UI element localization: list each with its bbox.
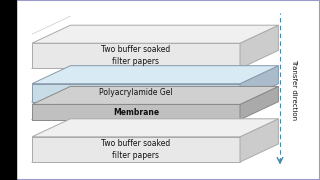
Polygon shape xyxy=(32,119,278,137)
Text: Membrane: Membrane xyxy=(113,108,159,117)
Bar xyxy=(0,0,16,180)
Polygon shape xyxy=(32,66,278,84)
Text: Two buffer soaked
filter papers: Two buffer soaked filter papers xyxy=(101,45,171,66)
Polygon shape xyxy=(32,137,240,162)
Polygon shape xyxy=(240,86,278,120)
Polygon shape xyxy=(32,84,240,102)
Polygon shape xyxy=(240,66,278,102)
Polygon shape xyxy=(32,25,278,43)
Text: Polyacrylamide Gel: Polyacrylamide Gel xyxy=(99,88,173,97)
Polygon shape xyxy=(240,25,278,68)
Polygon shape xyxy=(32,43,240,68)
Text: Two buffer soaked
filter papers: Two buffer soaked filter papers xyxy=(101,139,171,160)
Polygon shape xyxy=(32,104,240,120)
Polygon shape xyxy=(240,119,278,162)
Polygon shape xyxy=(32,86,278,104)
Text: Transfer direction: Transfer direction xyxy=(292,59,297,121)
